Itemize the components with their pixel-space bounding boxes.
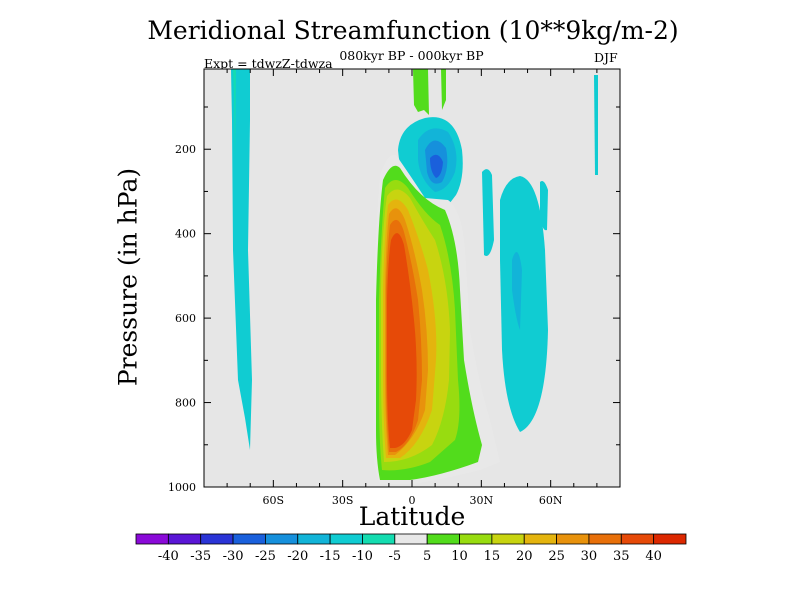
colorbar-swatch: [588, 533, 622, 545]
x-axis-label: Latitude: [358, 502, 466, 531]
colorbar-label: 25: [548, 549, 565, 564]
x-tick-label: 30S: [332, 494, 354, 507]
contour-neg-south-band: [231, 69, 252, 450]
colorbar-label: -30: [223, 549, 244, 564]
colorbar-label: -40: [158, 549, 179, 564]
colorbar-swatch: [362, 533, 396, 545]
y-tick-label: 1000: [168, 481, 196, 494]
colorbar-label: -35: [190, 549, 211, 564]
colorbar-swatch: [523, 533, 557, 545]
contour-neg-north-small-2: [540, 181, 548, 231]
axis-ticks: [204, 69, 620, 488]
colorbar-swatch: [491, 533, 525, 545]
colorbar-swatch: [135, 533, 169, 545]
colorbar-label: 15: [484, 549, 501, 564]
x-tick-label: 30N: [470, 494, 494, 507]
contour-neg-north-thin-band: [594, 75, 598, 175]
colorbar-swatch: [265, 533, 299, 545]
colorbar-swatch: [426, 533, 460, 545]
colorbar-swatch: [297, 533, 331, 545]
contour-neg-north-cell-inner: [512, 252, 522, 330]
colorbar-swatch: [394, 533, 428, 545]
colorbar-swatch: [620, 533, 655, 545]
axis-tick-labels: 60S 30S 0 30N 60N 200 400 600 800 1000: [168, 143, 563, 507]
colorbar-label: -25: [255, 549, 276, 564]
colorbar-swatch: [167, 533, 202, 545]
contour-pos-upper-strip: [413, 69, 429, 115]
colorbar-label: 20: [516, 549, 533, 564]
colorbar-swatch: [459, 533, 493, 545]
y-tick-label: 200: [175, 143, 196, 156]
contour-neg-north-small-1: [482, 169, 494, 256]
experiment-label: Expt = tdwzZ-tdwza: [204, 56, 333, 71]
season-label: DJF: [594, 50, 618, 65]
colorbar-swatch: [653, 533, 687, 545]
colorbar-label: -20: [287, 549, 308, 564]
colorbar: -40 -35 -30 -25 -20 -15 -10 -5 5 10 15 20 25 30 35 40: [135, 533, 687, 564]
y-tick-label: 600: [175, 312, 196, 325]
colorbar-swatch: [232, 533, 266, 545]
contour-pos-main-40: [387, 233, 417, 448]
y-tick-label: 800: [175, 397, 196, 410]
contour-neg-north-cell-outer: [500, 176, 548, 432]
contour-pos-upper-strip-2: [441, 69, 446, 110]
chart-subtitle: 080kyr BP - 000kyr BP: [339, 48, 484, 63]
colorbar-swatch: [556, 533, 590, 545]
colorbar-label: -10: [352, 549, 373, 564]
colorbar-label: 5: [423, 549, 431, 564]
x-tick-label: 60S: [263, 494, 285, 507]
colorbar-label: 30: [581, 549, 598, 564]
colorbar-label: -15: [320, 549, 341, 564]
colorbar-label: 10: [451, 549, 468, 564]
contour-neg-south-band-inner: [233, 69, 236, 160]
x-tick-label: 0: [409, 494, 416, 507]
colorbar-swatch: [329, 533, 363, 545]
x-tick-label: 60N: [539, 494, 563, 507]
colorbar-label: -5: [388, 549, 401, 564]
colorbar-swatch: [200, 533, 234, 545]
colorbar-label: 35: [613, 549, 630, 564]
contour-neg-upper-cell-core: [430, 154, 443, 178]
y-tick-label: 400: [175, 228, 196, 241]
colorbar-label: 40: [645, 549, 662, 564]
plot-area: [203, 68, 621, 488]
chart-title: Meridional Streamfunction (10**9kg/m-2): [147, 16, 679, 45]
